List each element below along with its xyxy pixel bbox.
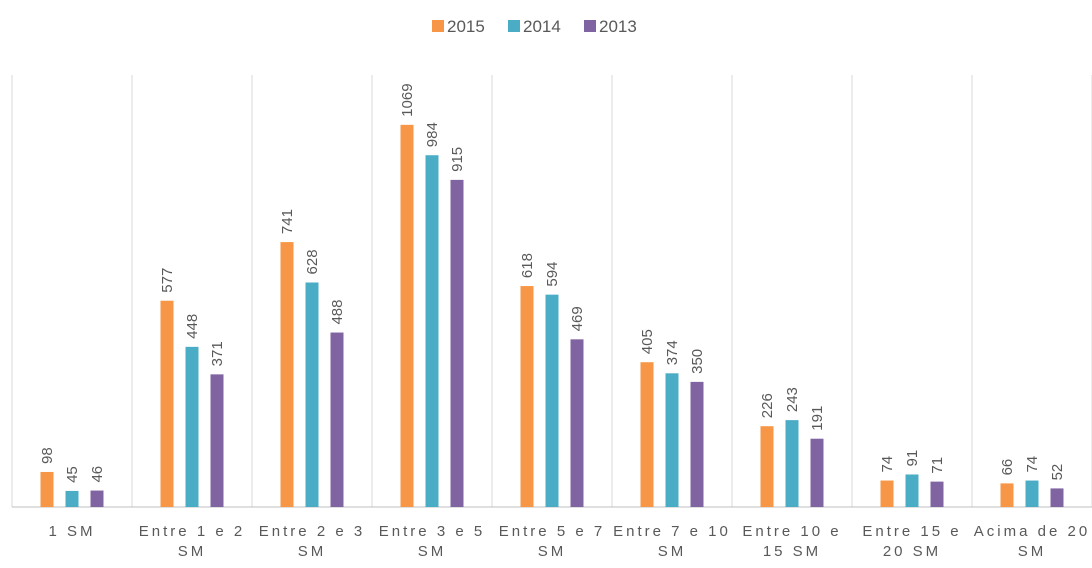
data-label: 91 xyxy=(904,450,921,467)
data-label: 191 xyxy=(809,406,826,431)
bar xyxy=(450,179,464,507)
bar xyxy=(185,346,199,507)
data-label: 226 xyxy=(759,393,776,418)
bar xyxy=(1000,483,1014,507)
legend-swatch xyxy=(432,20,444,32)
bar xyxy=(160,300,174,507)
data-label: 1069 xyxy=(399,83,416,116)
bar xyxy=(810,438,824,507)
x-tick-label: Entre 15 e 20 SM xyxy=(862,523,962,560)
legend-swatch xyxy=(584,20,596,32)
data-label: 915 xyxy=(449,147,466,172)
x-tick-label: Entre 3 e 5 SM xyxy=(378,523,486,560)
legend-label: 2013 xyxy=(599,17,637,36)
data-label: 45 xyxy=(64,466,81,483)
data-label: 469 xyxy=(569,306,586,331)
x-tick-label: Entre 5 e 7 SM xyxy=(498,523,606,560)
x-tick-label: Acima de 20 SM xyxy=(973,523,1091,560)
bar xyxy=(210,374,224,507)
bar xyxy=(665,373,679,507)
bar xyxy=(280,242,294,507)
bar xyxy=(785,420,799,507)
x-tick-label: Entre 1 e 2 SM xyxy=(138,523,246,560)
bar xyxy=(40,471,54,507)
bar xyxy=(520,286,534,507)
bar xyxy=(425,155,439,507)
data-label: 371 xyxy=(209,341,226,366)
data-label: 243 xyxy=(784,387,801,412)
data-label: 350 xyxy=(689,349,706,374)
legend-swatch xyxy=(508,20,520,32)
bar xyxy=(545,294,559,507)
data-label: 577 xyxy=(159,268,176,293)
data-label: 66 xyxy=(999,459,1016,476)
bar xyxy=(570,339,584,507)
data-label: 984 xyxy=(424,122,441,147)
x-tick-label: 1 SM xyxy=(48,523,96,540)
data-label: 628 xyxy=(304,249,321,274)
data-label: 52 xyxy=(1049,464,1066,481)
bar xyxy=(640,362,654,507)
bar xyxy=(1025,480,1039,507)
data-label: 594 xyxy=(544,262,561,287)
bar xyxy=(905,474,919,507)
data-label: 741 xyxy=(279,209,296,234)
bar xyxy=(90,490,104,507)
data-label: 46 xyxy=(89,466,106,483)
data-label: 98 xyxy=(39,447,56,464)
data-label: 405 xyxy=(639,329,656,354)
data-label: 71 xyxy=(929,457,946,474)
data-label: 74 xyxy=(879,456,896,473)
legend-label: 2014 xyxy=(523,17,561,36)
bar xyxy=(1050,488,1064,507)
x-tick-label: Entre 10 e 15 SM xyxy=(742,523,842,560)
bar xyxy=(760,426,774,507)
data-label: 374 xyxy=(664,340,681,365)
x-tick-label: Entre 7 e 10 SM xyxy=(613,523,731,560)
bar xyxy=(690,381,704,507)
bar xyxy=(305,282,319,507)
bar xyxy=(880,480,894,507)
data-label: 74 xyxy=(1024,456,1041,473)
data-label: 448 xyxy=(184,314,201,339)
bar xyxy=(330,332,344,507)
bar xyxy=(65,490,79,507)
legend-label: 2015 xyxy=(447,17,485,36)
bar xyxy=(930,481,944,507)
data-label: 618 xyxy=(519,253,536,278)
data-label: 488 xyxy=(329,300,346,325)
bar xyxy=(400,124,414,508)
x-tick-label: Entre 2 e 3 SM xyxy=(258,523,366,560)
